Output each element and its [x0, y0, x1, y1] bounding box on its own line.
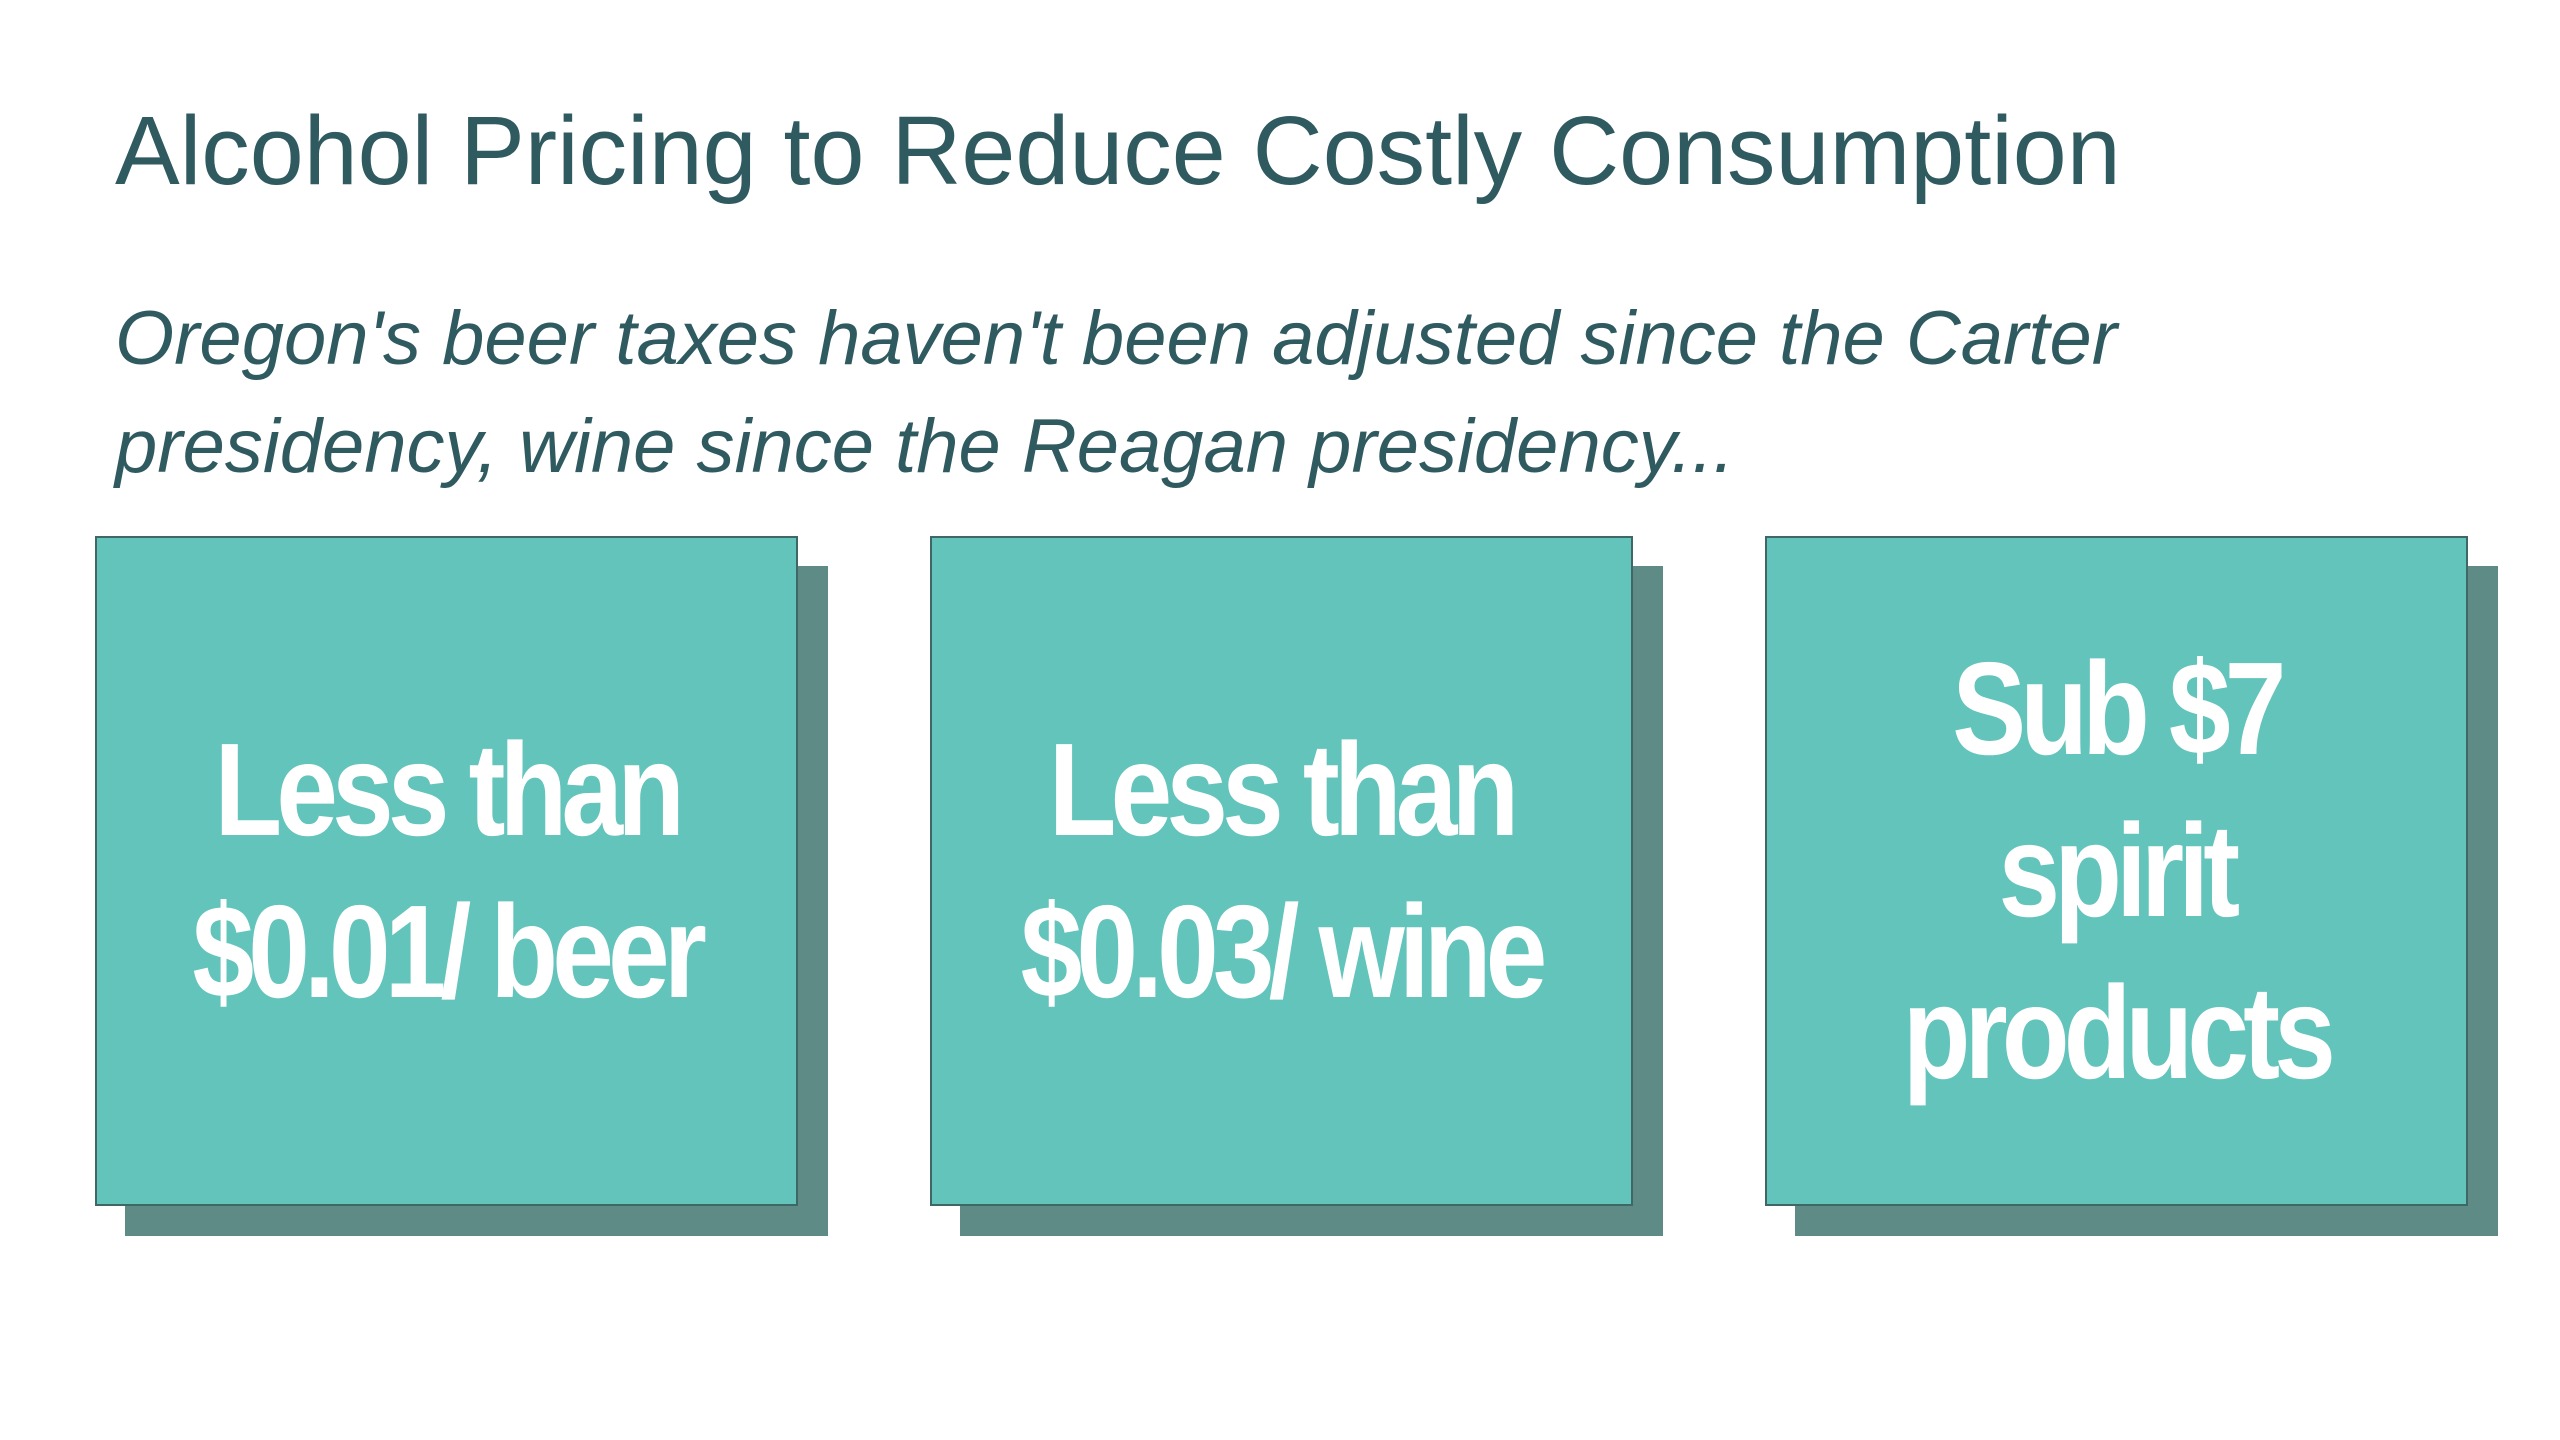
slide-subtitle: Oregon's beer taxes haven't been adjuste…: [115, 296, 2118, 489]
card-spirit-products: Sub $7 spirit products: [1765, 536, 2468, 1206]
card-wine-tax-text: Less than $0.03/ wine: [1021, 716, 1548, 1025]
card-wine-tax: Less than $0.03/ wine: [930, 536, 1633, 1206]
card-spirit-products-text: Sub $7 spirit products: [1902, 635, 2336, 1106]
card-beer-tax: Less than $0.01/ beer: [95, 536, 798, 1206]
card-beer-tax-text: Less than $0.01/ beer: [192, 716, 706, 1025]
slide-title: Alcohol Pricing to Reduce Costly Consump…: [115, 96, 2121, 205]
